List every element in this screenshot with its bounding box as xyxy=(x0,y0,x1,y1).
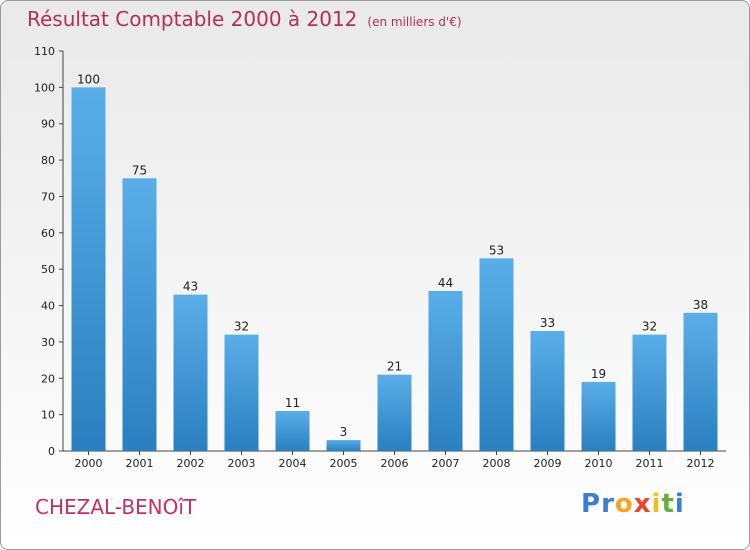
bar xyxy=(632,334,667,451)
x-tick-label: 2007 xyxy=(432,457,460,470)
bar xyxy=(428,291,463,451)
x-tick-label: 2006 xyxy=(381,457,409,470)
bar xyxy=(275,411,310,451)
data-label: 32 xyxy=(642,320,657,334)
bar xyxy=(224,334,259,451)
y-tick-label: 100 xyxy=(34,81,55,94)
title-text: Résultat Comptable 2000 à 2012 xyxy=(27,7,358,31)
data-label: 38 xyxy=(693,298,708,312)
y-tick-label: 0 xyxy=(48,445,55,458)
bar xyxy=(122,178,157,452)
x-tick-label: 2004 xyxy=(279,457,307,470)
x-tick-label: 2002 xyxy=(177,457,205,470)
bar xyxy=(377,374,412,451)
bar xyxy=(71,87,106,451)
x-tick-label: 2005 xyxy=(330,457,358,470)
y-tick-label: 50 xyxy=(41,263,55,276)
chart-title: Résultat Comptable 2000 à 2012 (en millie… xyxy=(27,7,462,31)
y-tick-label: 80 xyxy=(41,154,55,167)
x-tick-label: 2010 xyxy=(585,457,613,470)
y-tick-label: 90 xyxy=(41,118,55,131)
y-tick-label: 40 xyxy=(41,300,55,313)
data-label: 21 xyxy=(387,360,402,374)
x-tick-label: 2003 xyxy=(228,457,256,470)
chart-subtitle: (en milliers d'€) xyxy=(367,15,462,29)
bars: 100 75 43 32 11 3 21 44 53 33 19 32 38 xyxy=(71,72,718,452)
logo-letter: i xyxy=(674,489,685,519)
y-tick-label: 60 xyxy=(41,227,55,240)
bar xyxy=(683,312,718,451)
y-tick-label: 110 xyxy=(34,45,55,58)
bar xyxy=(173,294,208,451)
bar xyxy=(479,258,514,451)
logo-letter: P xyxy=(581,489,602,519)
logo-letter: t xyxy=(661,489,675,519)
logo-letter: i xyxy=(651,489,662,519)
y-tick-label: 10 xyxy=(41,409,55,422)
logo-letter: r xyxy=(601,489,615,519)
data-label: 19 xyxy=(591,367,606,381)
bar xyxy=(530,331,565,451)
x-tick-label: 2001 xyxy=(126,457,154,470)
x-tick-label: 2011 xyxy=(636,457,664,470)
data-label: 75 xyxy=(132,163,147,177)
x-tick-label: 2012 xyxy=(687,457,715,470)
x-tick-label: 2009 xyxy=(534,457,562,470)
y-tick-label: 20 xyxy=(41,372,55,385)
data-label: 44 xyxy=(438,276,453,290)
data-label: 43 xyxy=(183,280,198,294)
data-label: 3 xyxy=(340,425,348,439)
data-label: 11 xyxy=(285,396,300,410)
logo-letter: o xyxy=(614,489,634,519)
bar xyxy=(581,381,616,451)
data-label: 33 xyxy=(540,316,555,330)
commune-name: CHEZAL-BENOîT xyxy=(35,495,197,519)
y-tick-label: 70 xyxy=(41,190,55,203)
bar xyxy=(326,440,361,451)
data-label: 32 xyxy=(234,320,249,334)
proxiti-logo[interactable]: Proxiti xyxy=(581,489,685,519)
data-label: 53 xyxy=(489,243,504,257)
x-tick-label: 2008 xyxy=(483,457,511,470)
y-tick-label: 30 xyxy=(41,336,55,349)
data-label: 100 xyxy=(77,72,100,86)
x-tick-label: 2000 xyxy=(75,457,103,470)
axes: 0 10 20 30 40 50 60 70 80 90 100 110 2000 2001 2002 200… xyxy=(34,45,726,470)
logo-letter: x xyxy=(633,489,652,519)
